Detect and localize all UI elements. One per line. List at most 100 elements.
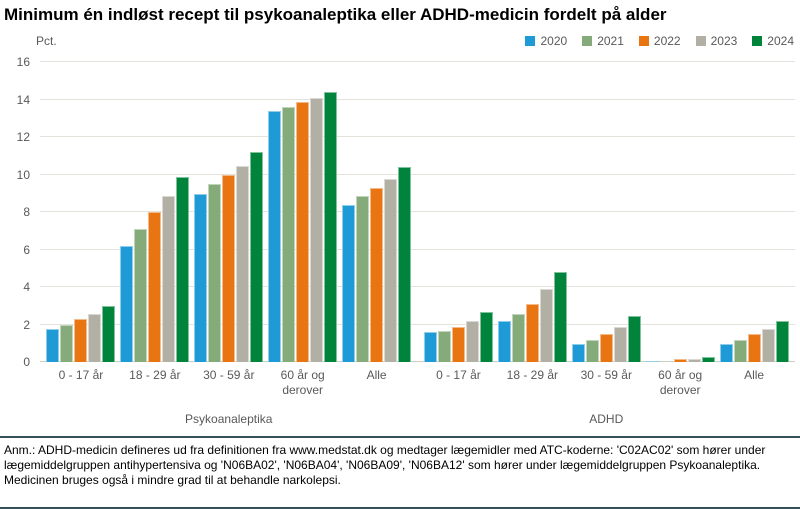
legend-label: 2024 — [767, 34, 794, 49]
bar-2022 — [74, 319, 88, 363]
chart-header-row: Pct. 2020 2021 2022 2023 2024 — [36, 33, 794, 48]
gridline — [40, 211, 795, 213]
x-label-section: 0 - 17 år 18 - 29 år 30 - 59 år 60 år og de… — [40, 368, 418, 398]
gridline — [40, 286, 795, 288]
x-category-label: 30 - 59 år — [580, 368, 632, 383]
chart-section — [418, 62, 796, 363]
legend-item: 2024 — [752, 34, 794, 48]
bar-group — [422, 62, 496, 363]
bar-2022 — [747, 334, 761, 363]
bar-2022 — [148, 212, 162, 363]
y-tick-label: 4 — [23, 280, 30, 295]
y-axis: 0 2 4 6 8 10 12 14 16 — [0, 55, 40, 369]
bar-2023 — [162, 195, 176, 363]
bar-2023 — [687, 358, 701, 363]
chart-title: Minimum én indløst recept til psykoanale… — [4, 5, 667, 24]
legend-swatch-icon — [638, 36, 649, 47]
bar-2022 — [296, 101, 310, 363]
chart-section — [40, 62, 418, 363]
bar-2020 — [120, 246, 134, 363]
y-tick-label: 10 — [16, 167, 30, 182]
bar-group — [340, 62, 414, 363]
bar-group — [44, 62, 118, 363]
gridline — [40, 98, 795, 100]
bar-2024 — [324, 92, 338, 363]
x-category-label: 0 - 17 år — [58, 368, 104, 383]
legend-label: 2020 — [540, 34, 568, 49]
y-tick-label: 8 — [23, 205, 30, 220]
bar-group — [118, 62, 192, 363]
bar-2024 — [250, 152, 264, 363]
bar-2022 — [222, 174, 236, 363]
bar-2023 — [384, 178, 398, 363]
bar-2024 — [775, 321, 789, 363]
x-category-label: 60 år og derover — [658, 368, 703, 398]
bar-2021 — [437, 330, 451, 363]
x-category-label: Alle — [744, 368, 765, 383]
x-category-label: 0 - 17 år — [436, 368, 481, 383]
bar-2022 — [599, 334, 613, 363]
bar-2022 — [673, 358, 687, 363]
x-label-section: 0 - 17 år 18 - 29 år 30 - 59 år 60 år og de… — [418, 368, 796, 398]
legend-item: 2020 — [525, 34, 567, 48]
bar-2023 — [88, 313, 102, 363]
gridline — [40, 361, 795, 363]
legend-item: 2023 — [695, 34, 738, 49]
bottom-border — [0, 507, 800, 509]
bar-group — [643, 62, 717, 363]
bar-2020 — [342, 204, 356, 363]
legend: 2020 2021 2022 2023 2024 — [525, 34, 794, 48]
bar-2024 — [176, 176, 190, 363]
bar-2021 — [659, 360, 673, 363]
bar-2024 — [479, 311, 493, 363]
legend-item: 2021 — [582, 34, 624, 48]
x-category-label: 60 år og derover — [280, 368, 325, 398]
bar-2020 — [194, 193, 208, 363]
bar-2020 — [571, 343, 585, 363]
bar-2022 — [451, 326, 465, 363]
gridline — [40, 136, 795, 138]
bar-2024 — [627, 315, 641, 363]
x-category-label: 18 - 29 år — [506, 368, 559, 383]
bar-2024 — [701, 356, 715, 363]
legend-label: 2023 — [710, 34, 738, 49]
chart-area: 0 2 4 6 8 10 12 14 16 — [0, 55, 796, 369]
y-tick-label: 14 — [16, 92, 30, 107]
bar-2020 — [497, 321, 511, 363]
bar-2021 — [282, 107, 296, 363]
bar-2023 — [539, 289, 553, 363]
legend-label: 2021 — [597, 34, 624, 49]
y-tick-label: 2 — [23, 317, 30, 332]
bar-2023 — [465, 321, 479, 363]
bar-2020 — [268, 111, 282, 363]
bar-2020 — [46, 328, 60, 363]
bar-2024 — [553, 272, 567, 363]
gridline — [40, 248, 795, 250]
y-axis-unit-label: Pct. — [36, 34, 57, 49]
bar-2021 — [208, 184, 222, 363]
bar-2022 — [370, 188, 384, 363]
legend-swatch-icon — [752, 36, 763, 47]
x-category-label: 18 - 29 år — [129, 368, 181, 383]
bar-group — [717, 62, 791, 363]
footnote-divider — [0, 436, 800, 439]
bar-2021 — [356, 195, 370, 363]
bar-2021 — [733, 339, 747, 363]
x-axis-labels: 0 - 17 år 18 - 29 år 30 - 59 år 60 år og de… — [40, 368, 795, 398]
y-tick-label: 6 — [23, 242, 30, 257]
gridline — [40, 323, 795, 325]
footnote: Anm.: ADHD-medicin defineres ud fra defi… — [4, 443, 766, 488]
section-labels: Psykoanaleptika ADHD — [40, 412, 795, 426]
x-category-label: 30 - 59 år — [203, 368, 255, 383]
legend-swatch-icon — [525, 36, 536, 47]
bar-2020 — [719, 343, 733, 363]
bar-2021 — [134, 229, 148, 363]
bar-2023 — [761, 328, 775, 363]
y-tick-label: 12 — [16, 130, 30, 145]
bar-2021 — [60, 324, 74, 363]
bar-2023 — [236, 165, 250, 363]
y-tick-label: 0 — [23, 355, 30, 370]
legend-swatch-icon — [695, 36, 706, 47]
bar-group — [192, 62, 266, 363]
